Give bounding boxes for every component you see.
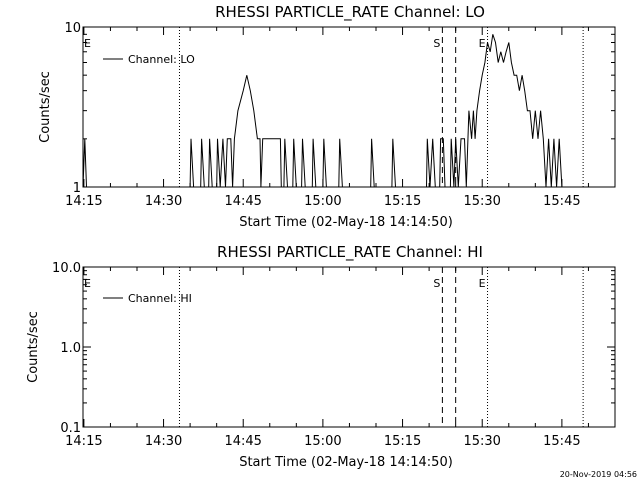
plot-frame: [82, 266, 616, 428]
x-tick-label: 15:45: [543, 194, 580, 209]
y-tick-label: 10: [64, 21, 81, 36]
x-tick-label: 14:45: [224, 434, 261, 449]
x-tick-label: 14:30: [145, 434, 182, 449]
footer-timestamp: 20-Nov-2019 04:56: [560, 470, 637, 479]
x-tick-label: 15:15: [384, 434, 421, 449]
marker-label: E: [84, 277, 91, 290]
x-tick-label: 15:15: [384, 194, 421, 209]
panel-lo: RHESSI PARTICLE_RATE Channel: LO Start T…: [38, 3, 616, 230]
y-axis-label: Counts/sec: [26, 311, 41, 383]
x-tick-label: 15:00: [304, 194, 341, 209]
y-tick-label: 0.1: [60, 421, 81, 436]
chart-title: RHESSI PARTICLE_RATE Channel: LO: [215, 3, 485, 22]
x-tick-label: 15:30: [463, 434, 500, 449]
panel-hi: RHESSI PARTICLE_RATE Channel: HI Start T…: [26, 243, 616, 470]
marker-label: E: [479, 37, 486, 50]
x-tick-label: 14:30: [145, 194, 182, 209]
x-tick-label: 15:30: [463, 194, 500, 209]
plot-frame: [82, 26, 616, 188]
marker-label: E: [479, 277, 486, 290]
y-tick-label: 1.0: [60, 341, 81, 356]
data-series-line: [82, 34, 563, 188]
legend-label: Channel: LO: [128, 53, 195, 66]
legend-label: Channel: HI: [128, 292, 192, 305]
x-tick-label: 15:00: [304, 434, 341, 449]
marker-label: S: [433, 37, 440, 50]
x-axis-label: Start Time (02-May-18 14:14:50): [239, 455, 453, 470]
y-tick-label: 1: [73, 181, 81, 196]
y-axis-label: Counts/sec: [38, 71, 53, 143]
chart-title: RHESSI PARTICLE_RATE Channel: HI: [217, 243, 483, 262]
x-tick-label: 14:15: [65, 434, 102, 449]
marker-label: S: [433, 277, 440, 290]
x-axis-label: Start Time (02-May-18 14:14:50): [239, 215, 453, 230]
x-tick-label: 15:45: [543, 434, 580, 449]
x-tick-label: 14:15: [65, 194, 102, 209]
x-tick-label: 14:45: [224, 194, 261, 209]
y-tick-label: 10.0: [52, 261, 81, 276]
marker-label: E: [84, 37, 91, 50]
